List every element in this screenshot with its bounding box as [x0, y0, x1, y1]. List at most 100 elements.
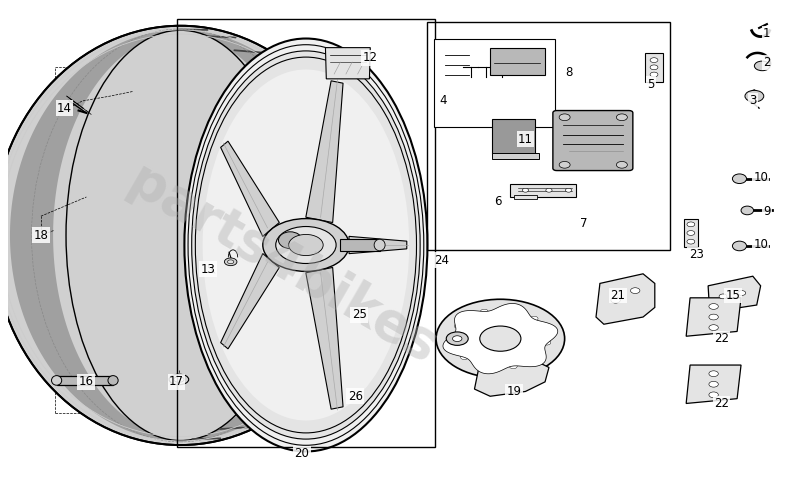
Circle shape	[510, 364, 518, 368]
Circle shape	[709, 392, 718, 398]
Circle shape	[518, 353, 526, 358]
Circle shape	[511, 317, 518, 321]
Text: 15: 15	[726, 289, 741, 302]
Circle shape	[540, 325, 548, 330]
Circle shape	[616, 161, 627, 168]
Circle shape	[474, 362, 482, 367]
Circle shape	[506, 357, 514, 362]
Ellipse shape	[192, 51, 420, 439]
Polygon shape	[221, 253, 279, 349]
Text: 20: 20	[294, 447, 310, 461]
Text: 1: 1	[763, 27, 770, 40]
Polygon shape	[596, 274, 654, 324]
Circle shape	[461, 335, 469, 340]
Circle shape	[470, 350, 477, 355]
Circle shape	[473, 320, 481, 325]
Bar	[514, 195, 538, 199]
Circle shape	[559, 114, 570, 121]
Text: 25: 25	[352, 308, 366, 321]
Bar	[646, 53, 662, 82]
Ellipse shape	[262, 219, 349, 271]
Circle shape	[566, 188, 572, 192]
Circle shape	[709, 314, 718, 320]
Ellipse shape	[169, 374, 189, 385]
Circle shape	[546, 188, 552, 192]
Circle shape	[227, 260, 234, 264]
Circle shape	[650, 65, 658, 70]
Circle shape	[522, 188, 529, 192]
Circle shape	[531, 339, 539, 344]
Bar	[492, 153, 538, 159]
Circle shape	[453, 336, 462, 342]
Circle shape	[452, 345, 460, 350]
Polygon shape	[221, 141, 279, 237]
Circle shape	[630, 288, 640, 294]
Ellipse shape	[276, 226, 336, 264]
Circle shape	[465, 327, 473, 332]
Circle shape	[515, 310, 523, 315]
Circle shape	[559, 161, 570, 168]
Ellipse shape	[741, 206, 754, 215]
Circle shape	[709, 371, 718, 377]
Polygon shape	[326, 48, 370, 79]
Text: 9: 9	[763, 205, 770, 218]
Circle shape	[498, 315, 506, 319]
Text: parts4bikes: parts4bikes	[118, 154, 446, 374]
Polygon shape	[686, 298, 741, 336]
Ellipse shape	[108, 376, 118, 385]
Polygon shape	[443, 303, 558, 374]
Circle shape	[709, 381, 718, 387]
Text: 17: 17	[169, 375, 184, 389]
Polygon shape	[349, 236, 406, 254]
Circle shape	[484, 316, 492, 320]
Text: 14: 14	[57, 101, 72, 115]
Text: 24: 24	[434, 254, 449, 267]
Bar	[492, 119, 535, 154]
Polygon shape	[708, 276, 761, 312]
Circle shape	[480, 355, 488, 360]
Text: 2: 2	[763, 56, 770, 69]
Ellipse shape	[289, 234, 323, 256]
Ellipse shape	[278, 232, 302, 248]
Circle shape	[543, 336, 551, 341]
Circle shape	[526, 359, 533, 364]
Circle shape	[480, 326, 521, 351]
Circle shape	[687, 231, 694, 235]
Circle shape	[650, 72, 658, 77]
Text: 4: 4	[439, 95, 447, 107]
Circle shape	[454, 323, 462, 328]
Circle shape	[611, 297, 620, 303]
Circle shape	[532, 336, 540, 341]
Polygon shape	[306, 268, 343, 409]
Bar	[427, 22, 670, 250]
Circle shape	[687, 222, 694, 227]
Text: 10: 10	[754, 239, 768, 251]
Text: 13: 13	[201, 263, 215, 275]
Text: 22: 22	[714, 397, 729, 410]
Text: 23: 23	[689, 248, 704, 261]
Text: 10: 10	[754, 172, 768, 184]
Circle shape	[754, 61, 770, 71]
Bar	[490, 48, 545, 74]
Text: 21: 21	[610, 289, 626, 302]
Ellipse shape	[374, 239, 385, 251]
Bar	[434, 39, 555, 127]
Circle shape	[522, 321, 530, 326]
Circle shape	[537, 351, 545, 355]
Circle shape	[745, 90, 764, 102]
Bar	[57, 376, 113, 385]
Text: 11: 11	[518, 133, 533, 146]
Circle shape	[450, 334, 458, 339]
Circle shape	[719, 294, 727, 299]
Ellipse shape	[51, 376, 62, 385]
Circle shape	[709, 325, 718, 330]
Text: 19: 19	[506, 385, 521, 398]
Circle shape	[463, 343, 470, 348]
Bar	[341, 239, 380, 251]
Ellipse shape	[174, 377, 184, 382]
Circle shape	[650, 58, 658, 63]
Circle shape	[493, 358, 501, 363]
Circle shape	[491, 365, 499, 369]
Circle shape	[738, 291, 746, 295]
Polygon shape	[306, 81, 343, 222]
